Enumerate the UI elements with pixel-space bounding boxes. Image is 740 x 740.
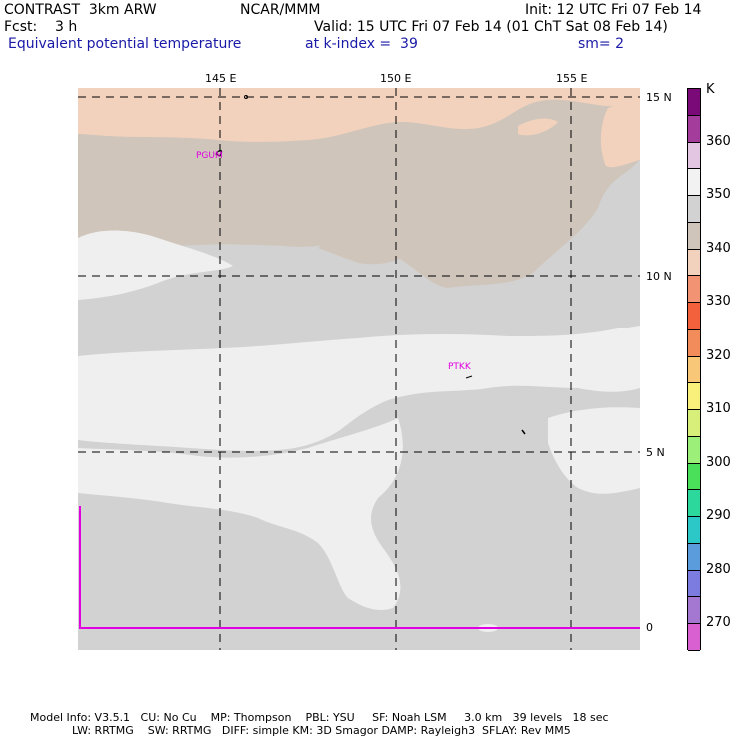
colorbar-tick-label: 320 — [706, 347, 731, 363]
institution-label: NCAR/MMM — [240, 2, 321, 18]
colorbar-segment — [688, 169, 700, 197]
tan-streak — [318, 217, 428, 265]
domain-boundary — [79, 506, 640, 629]
light-region-central — [78, 326, 640, 451]
graticule — [78, 88, 640, 650]
station-label-pgum: PGUM — [196, 151, 223, 161]
lon-label-150: 150 E — [380, 72, 412, 85]
valid-time: Valid: 15 UTC Fri 07 Feb 14 (01 ChT Sat … — [314, 19, 668, 35]
colorbar-segment — [688, 142, 700, 170]
peach-patch-ne — [600, 103, 640, 168]
theta-e-map — [78, 88, 640, 650]
colorbar-segment — [688, 517, 700, 544]
island-guam — [215, 149, 223, 157]
peach-patch-ne2 — [518, 118, 558, 136]
colorbar-segment — [688, 383, 700, 411]
colorbar-segment — [688, 490, 700, 518]
lat-label-5n: 5 N — [646, 446, 665, 459]
colorbar-segment — [688, 89, 700, 116]
colorbar-segment — [688, 222, 700, 250]
colorbar-segment — [688, 329, 700, 357]
colorbar-segment — [688, 356, 700, 384]
lat-label-0: 0 — [646, 621, 653, 634]
colorbar-segment — [688, 543, 700, 571]
smoothing-label: sm= 2 — [578, 36, 625, 52]
colorbar-tick-label: 330 — [706, 294, 731, 310]
colorbar-segment — [688, 463, 700, 491]
colorbar-tick-label: 310 — [706, 401, 731, 417]
colorbar-tick-label: 360 — [706, 133, 731, 149]
island-chuuk — [465, 375, 473, 379]
colorbar — [687, 88, 701, 651]
init-time: Init: 12 UTC Fri 07 Feb 14 — [525, 2, 702, 18]
colorbar-segment — [688, 624, 700, 651]
colorbar-tick-label: 270 — [706, 615, 731, 631]
level-index: at k-index = 39 — [305, 36, 418, 52]
model-info-line2: LW: RRTMG SW: RRTMG DIFF: simple KM: 3D … — [72, 724, 571, 737]
colorbar-segment — [688, 410, 700, 437]
colorbar-segment — [688, 570, 700, 598]
colorbar-tick-label: 290 — [706, 508, 731, 524]
colorbar-tick-label: 340 — [706, 240, 731, 256]
colorbar-segment — [688, 303, 700, 330]
island-kosrae — [521, 429, 526, 435]
forecast-hour: Fcst: 3 h — [4, 19, 78, 35]
colorbar-unit: K — [706, 82, 715, 97]
colorbar-segment — [688, 196, 700, 223]
colorbar-segment — [688, 115, 700, 143]
light-region-south — [78, 418, 403, 610]
light-region-west — [78, 230, 233, 300]
colorbar-tick-label: 300 — [706, 454, 731, 470]
colorbar-segment — [688, 276, 700, 304]
colorbar-segment — [688, 436, 700, 464]
model-info-line1: Model Info: V3.5.1 CU: No Cu MP: Thompso… — [30, 711, 609, 724]
lon-label-155: 155 E — [556, 72, 588, 85]
field-name: Equivalent potential temperature — [8, 36, 242, 52]
station-label-ptkk: PTKK — [448, 362, 471, 372]
colorbar-tick-label: 280 — [706, 561, 731, 577]
model-title: CONTRAST 3km ARW — [4, 2, 157, 18]
colorbar-tick-label: 350 — [706, 187, 731, 203]
lat-label-10n: 10 N — [646, 270, 672, 283]
island-north — [244, 95, 248, 99]
colorbar-segment — [688, 597, 700, 625]
colorbar-segment — [688, 249, 700, 277]
peach-region — [78, 88, 640, 142]
lat-label-15n: 15 N — [646, 91, 672, 104]
lon-label-145: 145 E — [205, 72, 237, 85]
